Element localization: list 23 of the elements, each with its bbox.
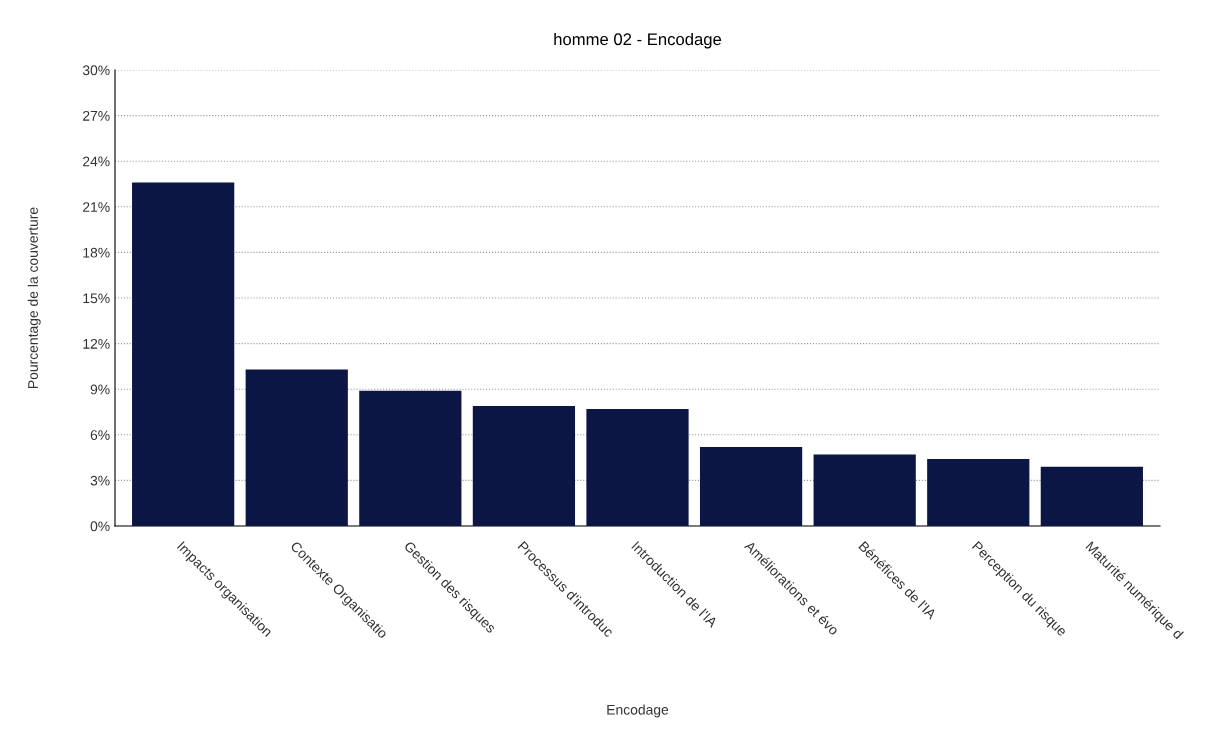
bar bbox=[1040, 466, 1143, 526]
bar bbox=[359, 390, 462, 526]
y-tick-label: 21% bbox=[83, 202, 110, 212]
y-tick-label: 24% bbox=[83, 156, 110, 167]
bar bbox=[472, 405, 576, 526]
y-tick-label: 18% bbox=[83, 247, 110, 258]
y-tick-label: 9% bbox=[90, 384, 110, 395]
y-axis-title: Pourcentage de la couverture bbox=[27, 207, 41, 388]
bar bbox=[927, 459, 1030, 526]
bar bbox=[699, 446, 803, 526]
bar bbox=[586, 408, 689, 526]
x-axis-title: Encodage bbox=[607, 704, 669, 718]
y-tick-label: 3% bbox=[90, 475, 110, 486]
y-tick-label: 15% bbox=[83, 293, 110, 304]
chart-title: homme 02 - Encodage bbox=[554, 32, 722, 49]
y-tick-label: 6% bbox=[90, 430, 110, 440]
y-tick-label: 27% bbox=[83, 110, 110, 121]
y-tick-label: 0% bbox=[90, 521, 110, 532]
y-tick-label: 12% bbox=[83, 338, 110, 349]
y-tick-label: 30% bbox=[82, 65, 110, 76]
bar bbox=[245, 369, 348, 526]
bar bbox=[813, 454, 916, 526]
bar bbox=[132, 182, 235, 526]
